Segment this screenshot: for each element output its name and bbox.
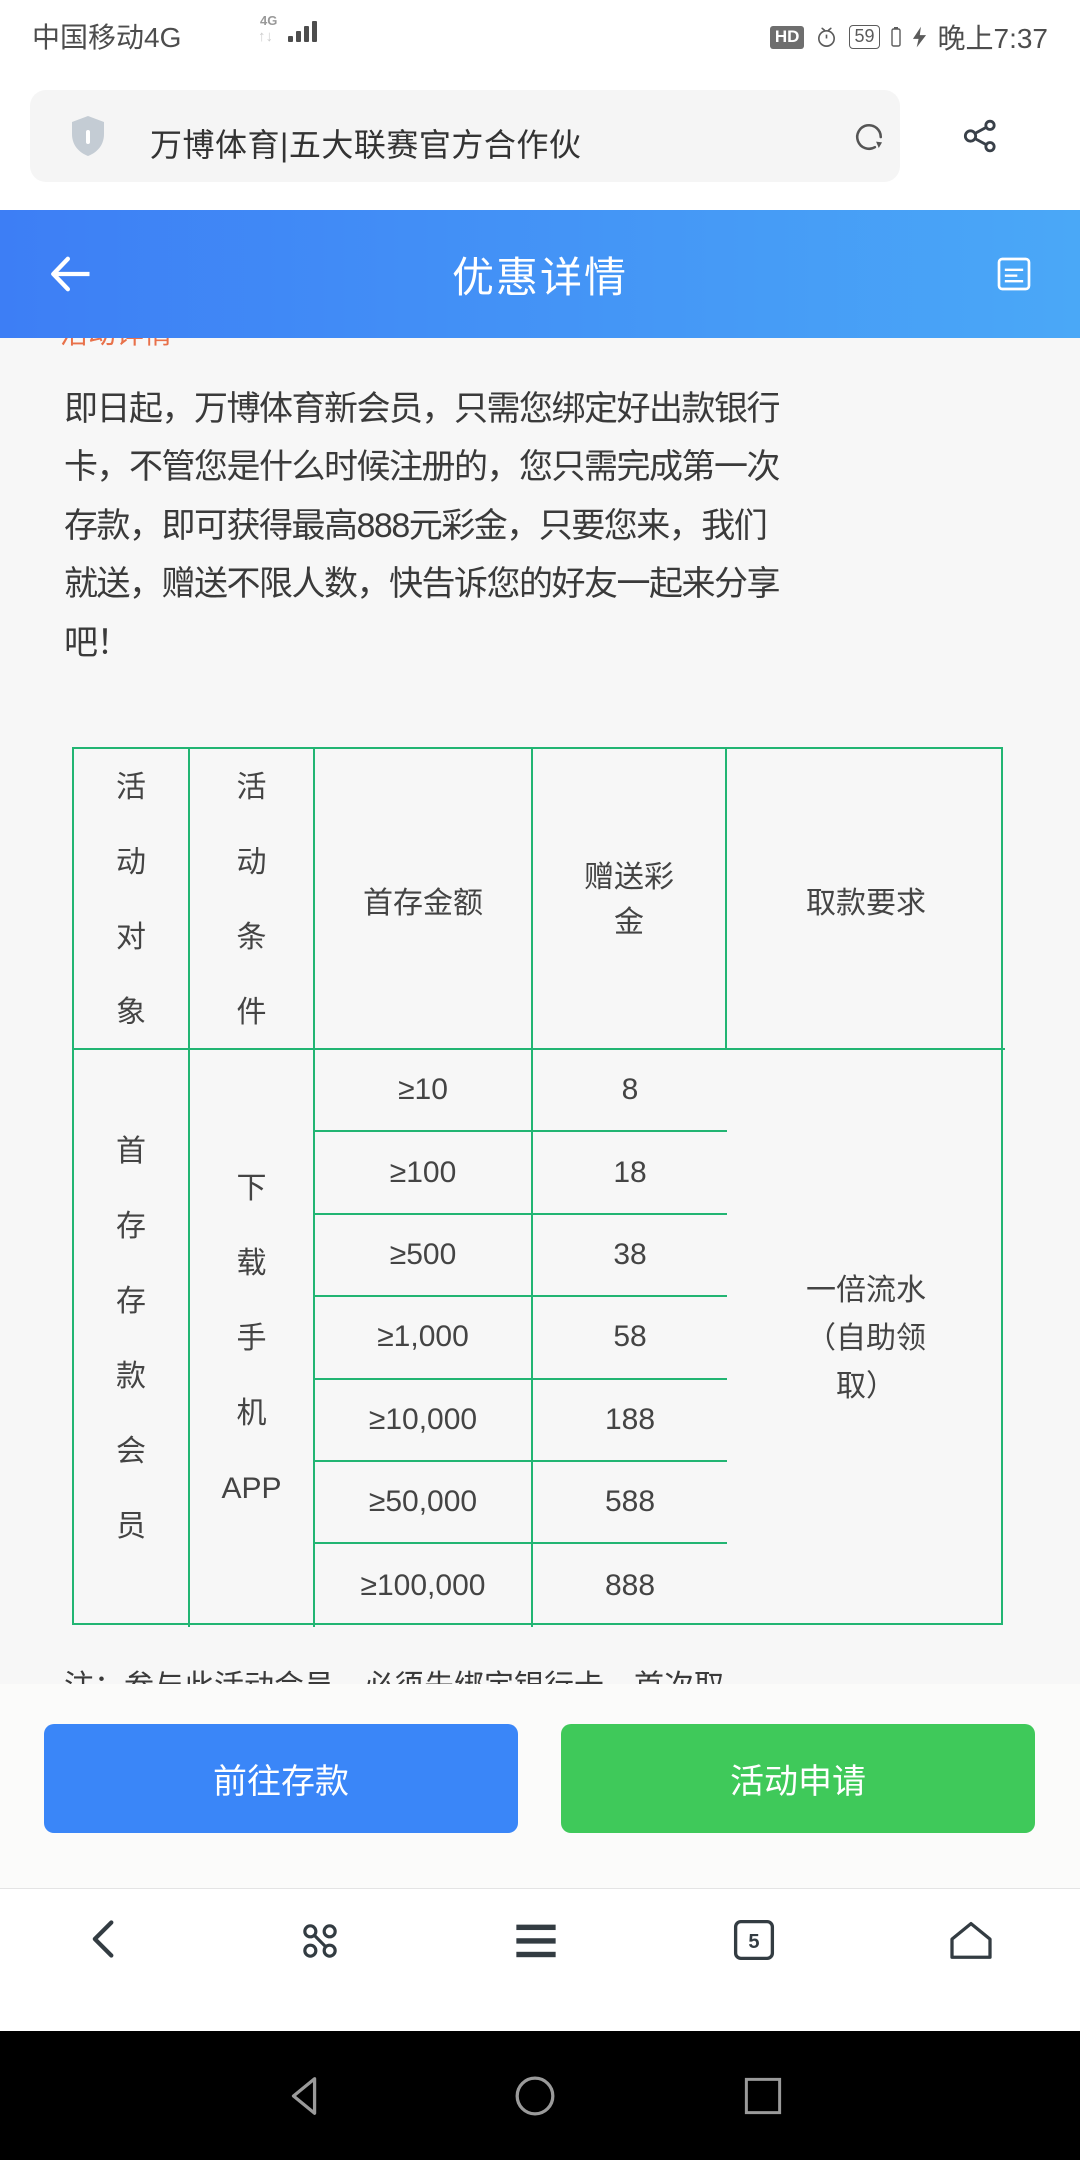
svg-text:5: 5 bbox=[748, 1931, 759, 1953]
